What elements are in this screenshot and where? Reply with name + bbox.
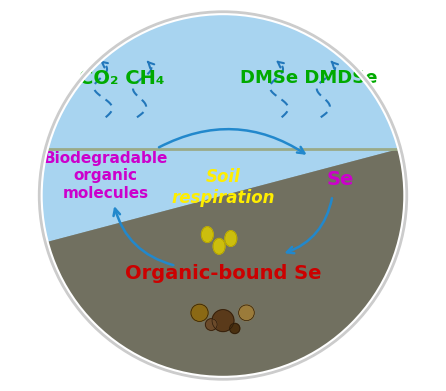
Ellipse shape	[225, 231, 237, 246]
Circle shape	[191, 304, 208, 321]
Circle shape	[206, 319, 217, 330]
Circle shape	[239, 305, 254, 321]
Circle shape	[39, 12, 407, 379]
Circle shape	[212, 310, 234, 332]
Polygon shape	[45, 149, 407, 379]
Circle shape	[230, 323, 240, 334]
Polygon shape	[45, 149, 407, 379]
Ellipse shape	[202, 227, 213, 242]
Text: Soil
respiration: Soil respiration	[171, 168, 275, 207]
Text: CO₂ CH₄: CO₂ CH₄	[78, 69, 164, 88]
Text: Biodegradable
organic
molecules: Biodegradable organic molecules	[44, 151, 168, 201]
FancyArrowPatch shape	[287, 198, 332, 253]
FancyArrowPatch shape	[114, 209, 173, 265]
Text: Se: Se	[326, 170, 354, 189]
Ellipse shape	[213, 239, 225, 254]
Text: Organic-bound Se: Organic-bound Se	[125, 264, 321, 283]
Text: DMSe DMDSe: DMSe DMDSe	[240, 69, 378, 87]
FancyArrowPatch shape	[159, 129, 304, 153]
